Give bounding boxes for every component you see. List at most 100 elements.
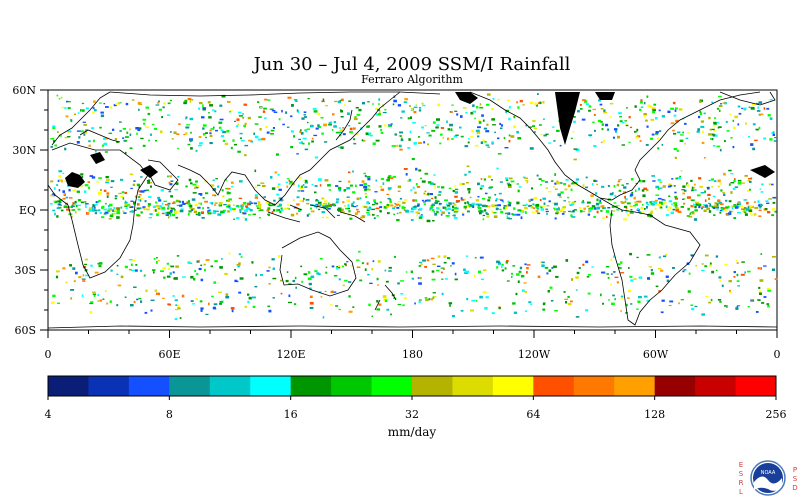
rain-pixel: [428, 298, 431, 301]
rain-pixel: [701, 269, 705, 272]
rain-pixel: [212, 194, 216, 197]
rain-pixel: [752, 123, 756, 126]
rain-pixel: [228, 198, 232, 201]
rain-pixel: [271, 187, 276, 190]
rain-pixel: [81, 175, 84, 178]
rain-pixel: [239, 132, 243, 135]
rain-pixel: [187, 202, 191, 205]
rain-pixel: [375, 113, 380, 116]
rain-pixel: [741, 261, 745, 263]
rain-pixel: [620, 272, 625, 274]
rain-pixel: [578, 267, 581, 269]
rain-pixel: [628, 141, 631, 144]
rain-pixel: [180, 208, 184, 211]
rain-pixel: [108, 132, 113, 134]
rain-pixel: [296, 203, 300, 206]
rain-pixel: [426, 132, 430, 134]
rain-pixel: [587, 292, 591, 295]
rain-pixel: [548, 200, 551, 203]
rain-pixel: [691, 254, 693, 257]
rain-pixel: [750, 106, 755, 110]
rain-pixel: [205, 192, 209, 195]
rain-pixel: [339, 129, 344, 132]
rain-pixel: [448, 212, 451, 215]
rain-pixel: [707, 187, 710, 190]
rain-pixel: [138, 194, 142, 196]
rain-pixel: [190, 131, 192, 134]
rain-pixel: [655, 194, 659, 196]
rain-pixel: [419, 276, 422, 280]
rain-pixel: [57, 200, 61, 203]
rain-pixel: [303, 273, 308, 276]
rain-pixel: [651, 107, 656, 110]
rain-pixel: [495, 208, 499, 210]
rain-pixel: [487, 146, 490, 148]
rain-pixel: [202, 197, 205, 199]
rain-pixel: [719, 211, 722, 214]
colorbar-swatch: [452, 376, 494, 396]
rain-pixel: [693, 189, 697, 191]
rain-pixel: [276, 185, 280, 188]
rain-pixel: [737, 179, 742, 182]
rain-pixel: [736, 280, 740, 282]
rain-pixel: [537, 275, 541, 278]
rain-pixel: [568, 201, 571, 203]
rain-pixel: [193, 209, 196, 211]
noaa-logo-bird: [754, 476, 782, 491]
rain-pixel: [272, 277, 277, 280]
rain-pixel: [56, 215, 59, 218]
rain-pixel: [81, 102, 85, 105]
rain-pixel: [694, 205, 697, 209]
rain-pixel: [601, 123, 604, 126]
logo-letter-right-2: D: [792, 484, 797, 492]
rain-pixel: [331, 265, 335, 268]
rain-pixel: [153, 209, 156, 212]
colorbar-swatch: [128, 376, 170, 396]
rain-pixel: [245, 207, 250, 210]
rain-pixel: [337, 131, 342, 134]
rain-pixel: [68, 188, 71, 192]
rain-pixel: [58, 203, 61, 206]
rain-pixel: [56, 184, 59, 186]
rain-pixel: [758, 215, 762, 217]
rain-pixel: [161, 206, 166, 210]
rain-pixel: [588, 211, 591, 213]
rain-pixel: [92, 291, 96, 293]
rain-pixel: [504, 267, 507, 270]
rain-pixel: [682, 185, 686, 188]
rain-pixel: [487, 199, 491, 202]
rain-pixel: [720, 206, 724, 209]
rain-pixel: [366, 176, 371, 178]
rain-pixel: [478, 119, 481, 122]
rain-pixel: [301, 117, 305, 120]
rain-pixel: [428, 134, 432, 137]
rain-pixel: [254, 123, 259, 125]
rain-pixel: [718, 276, 722, 279]
rain-pixel: [356, 266, 361, 269]
rain-pixel: [396, 207, 400, 209]
rain-pixel: [690, 304, 694, 306]
rain-pixel: [528, 126, 532, 128]
rain-pixel: [501, 200, 504, 203]
rain-pixel: [138, 207, 142, 209]
rain-pixel: [380, 178, 384, 180]
rain-pixel: [136, 183, 141, 187]
rain-pixel: [185, 118, 187, 120]
rain-pixel: [485, 130, 490, 133]
rain-pixel: [755, 311, 759, 313]
rain-pixel: [413, 106, 418, 109]
rain-pixel: [668, 200, 673, 203]
rain-pixel: [258, 207, 262, 210]
rain-pixel: [202, 107, 207, 109]
rain-pixel: [563, 183, 567, 186]
rain-pixel: [598, 99, 601, 102]
rain-pixel: [410, 219, 414, 221]
rain-pixel: [139, 199, 142, 202]
rain-pixel: [475, 199, 480, 202]
rain-pixel: [416, 185, 421, 188]
rain-pixel: [257, 203, 262, 206]
rain-pixel: [626, 107, 628, 109]
rain-pixel: [473, 274, 476, 278]
rain-pixel: [363, 216, 365, 218]
rain-pixel: [647, 277, 650, 280]
